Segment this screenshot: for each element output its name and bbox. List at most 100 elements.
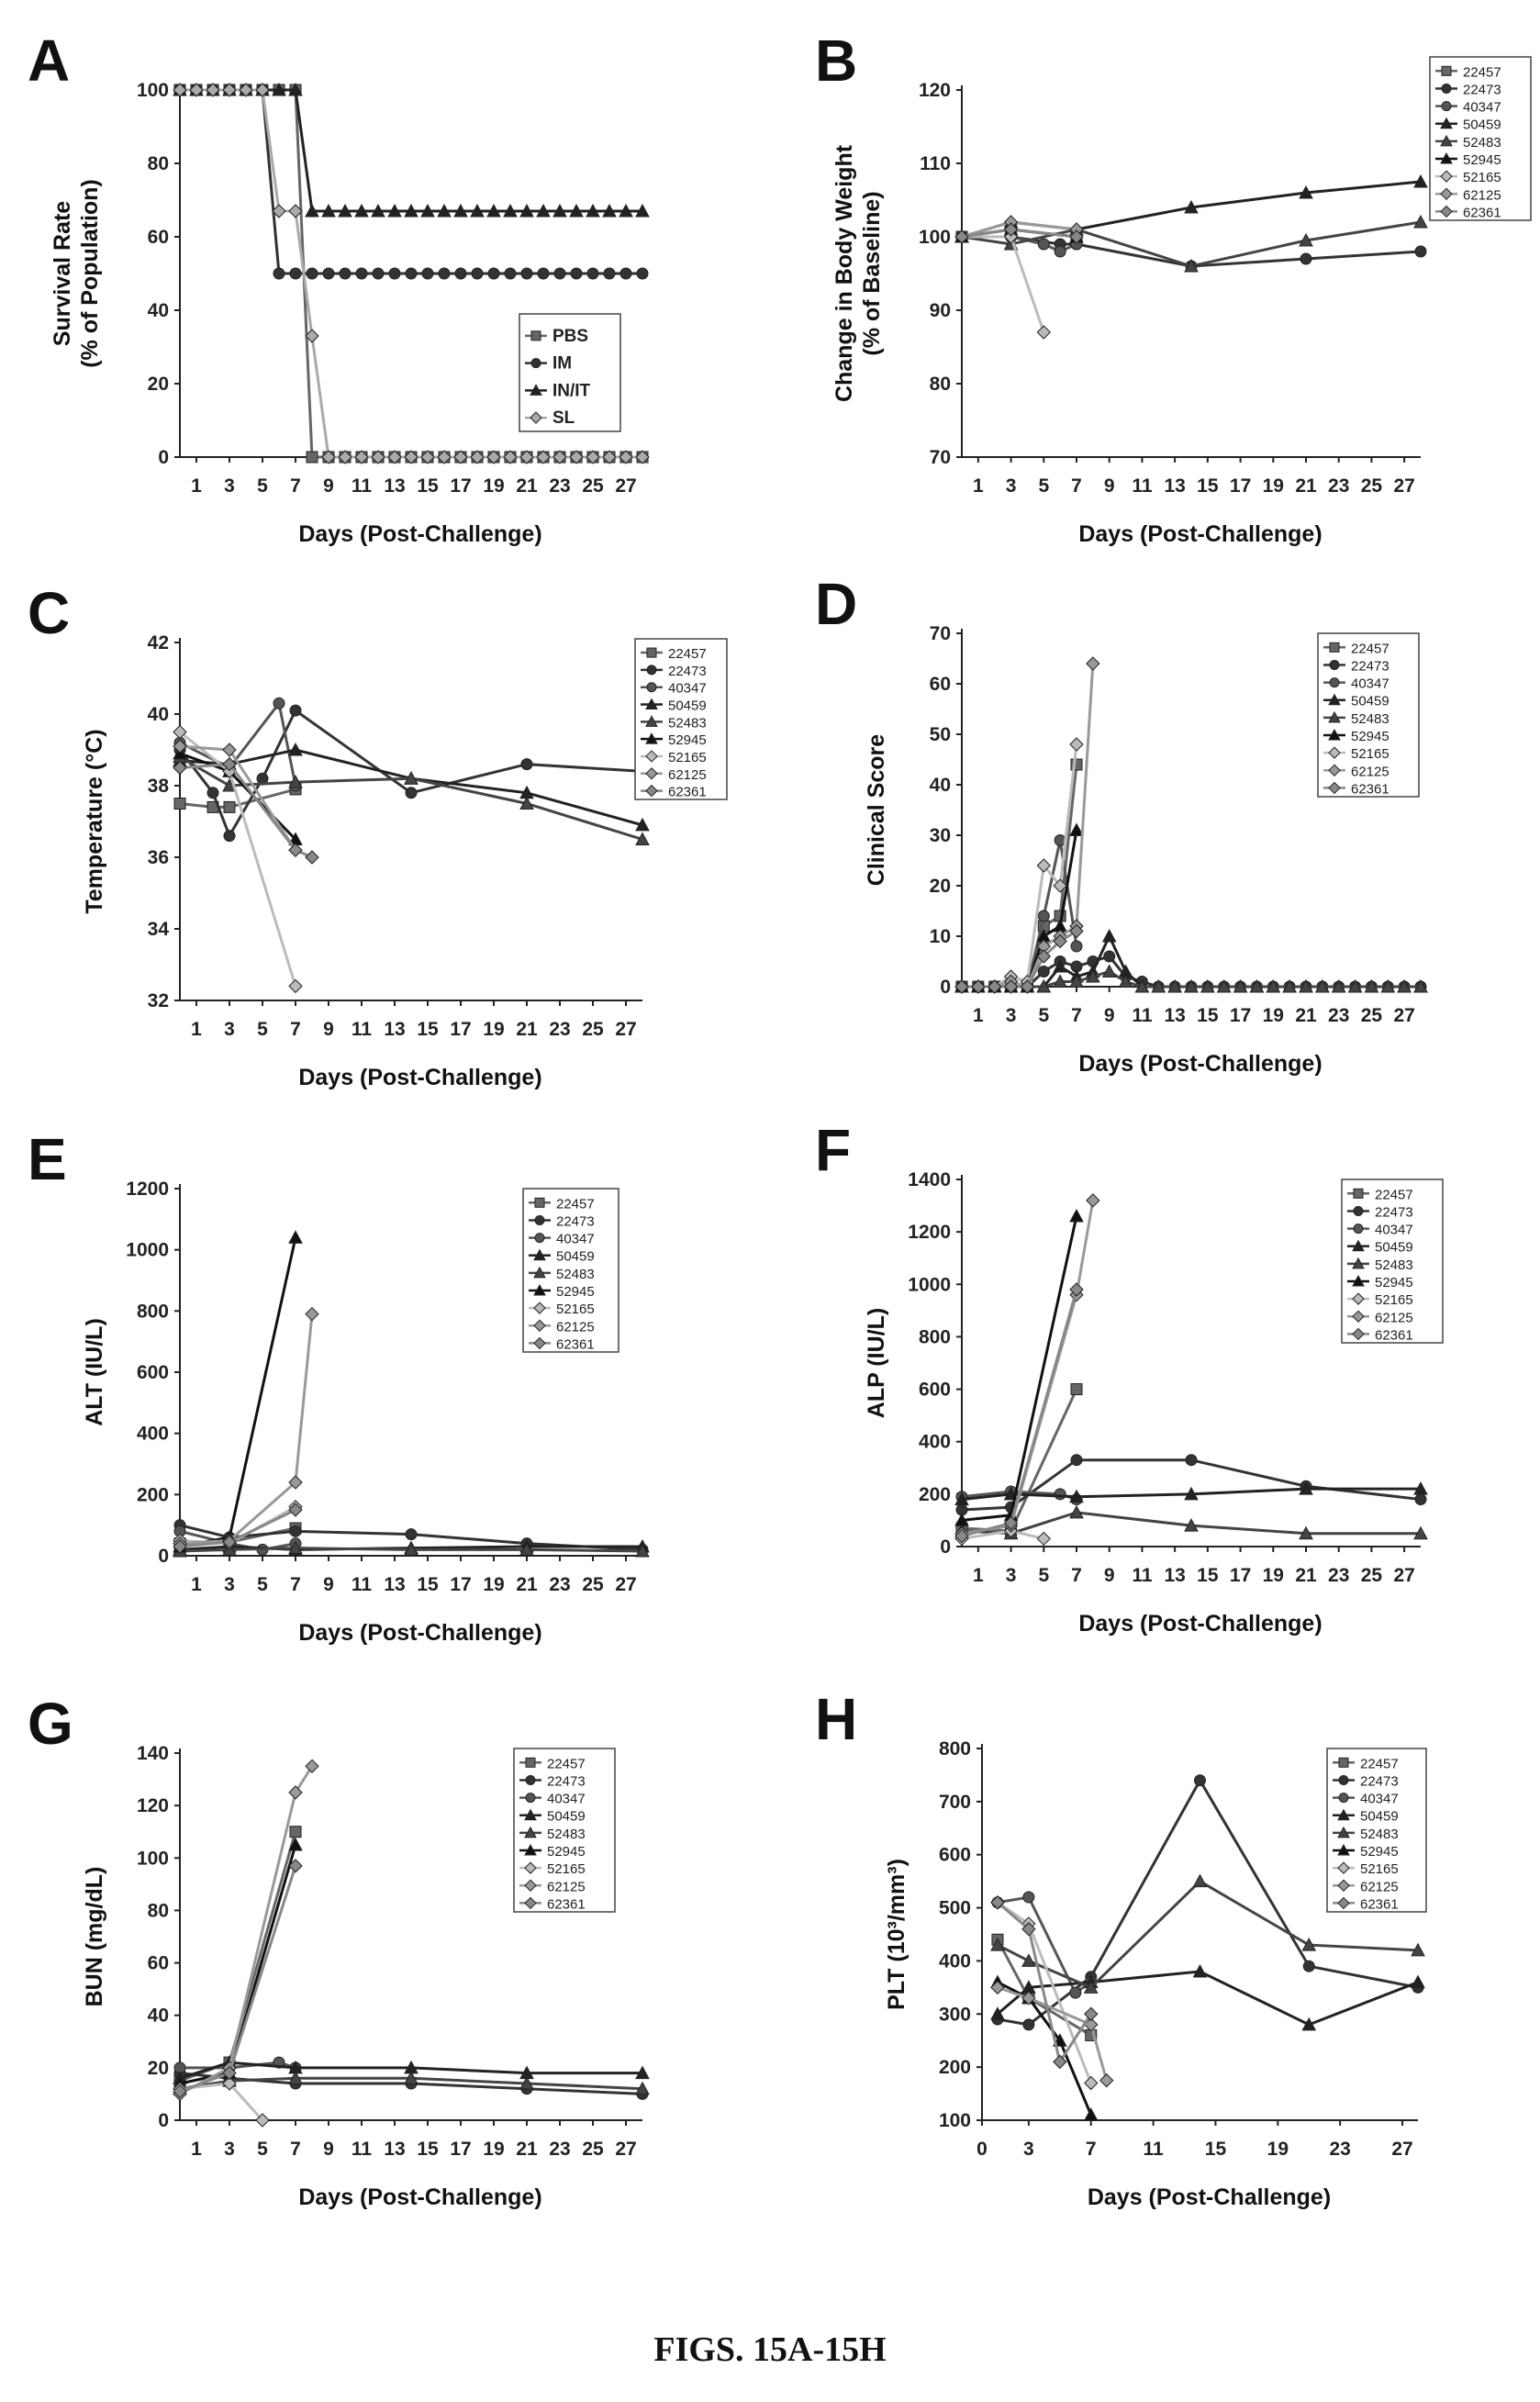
panel-letter: F — [815, 1117, 851, 1183]
x-tick-label: 11 — [352, 475, 373, 497]
x-tick-label: 15 — [417, 2139, 439, 2160]
legend-entry: 22473 — [1360, 1773, 1399, 1789]
x-tick-label: 23 — [549, 475, 570, 497]
legend-swatch-marker — [524, 1826, 537, 1838]
data-point — [954, 1513, 969, 1526]
data-point — [1413, 214, 1428, 229]
series-line — [996, 1901, 1093, 2066]
data-point — [1300, 252, 1312, 265]
y-tick-label: 120 — [919, 80, 951, 101]
panel-letter: C — [28, 580, 70, 646]
y-tick-label: 50 — [930, 724, 951, 745]
legend: 22457 22473 40347 50459 52483 52945 52165 62125… — [1317, 632, 1420, 798]
legend-entry: 52945 — [556, 1284, 595, 1300]
legend-entry: 62361 — [1463, 205, 1501, 220]
x-tick-label: 3 — [1023, 2139, 1034, 2160]
legend-swatch-marker — [534, 1214, 545, 1225]
x-tick-label: 19 — [1263, 1565, 1284, 1586]
x-tick-label: 21 — [516, 475, 538, 497]
x-tick-label: 23 — [1328, 1565, 1349, 1586]
legend-entry: 22457 — [1360, 1756, 1399, 1771]
series-line — [179, 2082, 264, 2122]
series-62361 — [173, 1859, 303, 2099]
y-tick-label: 600 — [137, 1362, 169, 1383]
legend-swatch-marker — [525, 1793, 536, 1804]
series-line — [962, 764, 1078, 989]
legend-swatch-marker — [1337, 1879, 1350, 1892]
legend-swatch-marker — [1440, 187, 1453, 200]
y-tick-label: 36 — [148, 847, 169, 868]
series-22457 — [955, 1383, 1083, 1537]
data-point — [1053, 878, 1067, 893]
x-tick-label: 23 — [549, 2139, 570, 2160]
data-point — [405, 267, 418, 280]
data-point — [471, 267, 484, 280]
legend-swatch-marker — [1338, 1757, 1349, 1768]
y-tick-label: 600 — [939, 1845, 971, 1866]
y-tick-label: 400 — [919, 1432, 951, 1453]
y-tick-label: 80 — [930, 374, 951, 395]
legend-swatch-marker — [1352, 1274, 1365, 1287]
data-point — [1216, 978, 1232, 993]
x-tick-label: 25 — [1361, 1005, 1383, 1026]
x-tick-label: 25 — [582, 1574, 604, 1595]
legend-entry: 22473 — [1463, 82, 1501, 97]
x-tick-label: 7 — [1086, 2139, 1097, 2160]
data-point — [586, 203, 600, 218]
legend-swatch-marker — [1353, 1205, 1364, 1216]
x-tick-label: 5 — [257, 2139, 268, 2160]
x-tick-label: 19 — [1263, 475, 1284, 497]
legend-swatch-marker — [1352, 1327, 1365, 1341]
data-point — [1302, 1960, 1315, 1972]
data-point — [1053, 933, 1067, 949]
legend-entry: 22473 — [1351, 658, 1389, 674]
x-tick-label: 11 — [1144, 2139, 1165, 2160]
data-point — [1184, 199, 1199, 214]
legend-entry: 50459 — [547, 1809, 586, 1825]
panel-letter: B — [815, 28, 857, 94]
data-point — [223, 800, 236, 813]
legend-swatch-marker — [645, 767, 658, 780]
data-point — [619, 450, 633, 464]
data-point — [1282, 978, 1297, 993]
data-point — [536, 450, 551, 464]
data-point — [173, 739, 187, 754]
data-point — [289, 1525, 302, 1537]
panel-letter: A — [28, 28, 70, 94]
data-point — [288, 843, 303, 857]
legend-swatch-marker — [1440, 170, 1453, 183]
data-point — [288, 2071, 303, 2084]
data-point — [1069, 923, 1084, 939]
legend: PBS IM IN/IT SL — [519, 313, 621, 432]
legend-entry: 22457 — [1351, 641, 1389, 656]
legend-swatch-marker — [646, 665, 657, 676]
x-tick-label: 17 — [450, 1019, 471, 1040]
data-point — [537, 267, 550, 280]
y-tick-label: 800 — [939, 1738, 971, 1760]
data-point — [569, 203, 584, 218]
legend-entry: 40347 — [1360, 1792, 1399, 1807]
data-point — [602, 450, 617, 464]
panel-letter: H — [815, 1686, 857, 1752]
series-52945 — [173, 1230, 303, 1553]
x-tick-label: 5 — [257, 475, 268, 497]
legend-swatch-marker — [530, 411, 542, 424]
data-point — [503, 203, 518, 218]
legend-entry: 52945 — [1351, 729, 1389, 744]
x-tick-label: 27 — [1393, 1005, 1414, 1026]
legend-entry: 52945 — [1360, 1844, 1399, 1860]
legend-swatch-marker — [1328, 710, 1341, 723]
x-tick-label: 13 — [1164, 1565, 1185, 1586]
series-line — [179, 2061, 642, 2080]
data-point — [273, 697, 285, 709]
y-axis-title: Survival Rate — [50, 201, 75, 347]
x-tick-label: 9 — [1104, 475, 1115, 497]
legend-entry: 22457 — [1463, 64, 1501, 80]
data-point — [288, 1540, 303, 1555]
legend-entry: IM — [552, 354, 572, 374]
data-point — [387, 203, 402, 218]
legend-swatch-marker — [1440, 205, 1453, 218]
legend-entry: 52165 — [668, 750, 707, 765]
x-tick-label: 17 — [450, 1574, 471, 1595]
x-tick-label: 23 — [549, 1019, 570, 1040]
